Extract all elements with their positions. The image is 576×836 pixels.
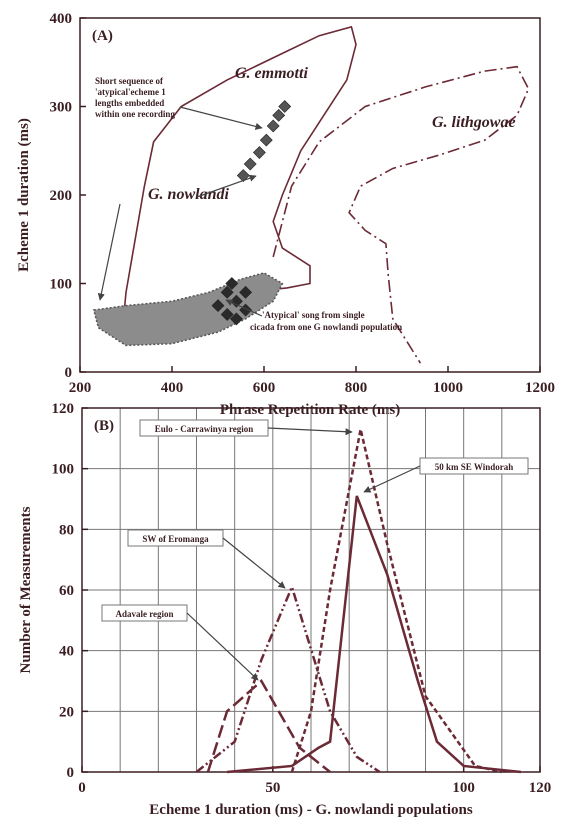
series-line [195,583,381,774]
arrow [267,427,353,436]
panel-label: (B) [94,418,114,434]
data-point [252,146,266,159]
arrow [196,174,257,198]
data-point [229,312,243,326]
region [92,272,284,347]
data-point [239,285,253,299]
legend-label: Eulo - Carrawinya region [155,424,254,434]
data-point [272,108,286,122]
region-outline [120,25,357,342]
y-tick-label: 80 [59,522,74,538]
y-tick-label: 200 [50,188,73,204]
x-axis-label: Phrase Repetition Rate (ms) [220,402,400,418]
y-axis-label: Number of Measurements [18,506,34,673]
y-tick-label: 0 [67,765,75,781]
x-axis-label: Echeme 1 duration (ms) - G. nowlandi pop… [149,802,473,818]
data-point [278,100,292,113]
y-tick-label: 100 [50,277,73,293]
x-tick-label: 0 [78,780,86,796]
region-label: G. emmotti [235,65,308,82]
arrow [222,537,286,589]
x-tick-label: 600 [253,380,276,396]
data-point [211,299,225,313]
legend-label: SW of Eromanga [142,534,209,544]
series-line [226,495,522,774]
y-tick-label: 60 [59,583,74,599]
y-tick-label: 40 [59,644,74,660]
data-point [229,294,243,308]
arrow [179,106,263,130]
y-tick-label: 120 [52,401,75,417]
data-point [225,277,239,290]
y-tick-label: 0 [65,365,73,381]
x-tick-label: 200 [69,380,92,396]
annotation: 'atypical'echeme 1 [95,87,166,97]
arrow [225,299,263,317]
region-outline [272,65,530,364]
x-tick-label: 400 [161,380,184,396]
y-axis-label: Echeme 1 duration (ms) [16,118,32,272]
region-label: G. nowlandi [148,186,229,203]
data-point [220,308,234,321]
legend-label: Adavale region [115,609,173,619]
series-line [290,428,503,774]
annotation: 'Atypical' song from single [262,310,365,320]
annotation: lengths embedded [95,98,164,108]
panel-label: (A) [92,28,113,44]
x-tick-label: 120 [529,780,552,796]
data-point [266,119,280,133]
annotation: within one recording [95,109,175,119]
y-tick-label: 400 [50,11,73,27]
x-tick-label: 800 [345,380,368,396]
annotation: Short sequence of [95,76,164,86]
x-tick-label: 1200 [525,380,555,396]
x-tick-label: 50 [265,780,280,796]
x-tick-label: 1000 [433,380,463,396]
y-tick-label: 300 [50,100,73,116]
data-point [236,169,250,182]
data-point [243,157,257,171]
region-label: G. lithgowae [432,114,516,131]
x-tick-label: 100 [452,780,475,796]
arrow [186,612,259,681]
y-tick-label: 100 [52,462,75,478]
data-point [259,133,273,147]
legend-label: 50 km SE Windorah [435,462,513,472]
arrow [97,203,121,301]
y-tick-label: 20 [59,704,74,720]
arrow [363,465,421,493]
series-line [206,679,331,773]
annotation: cicada from one G nowlandi population [250,322,402,332]
data-point [220,285,234,299]
